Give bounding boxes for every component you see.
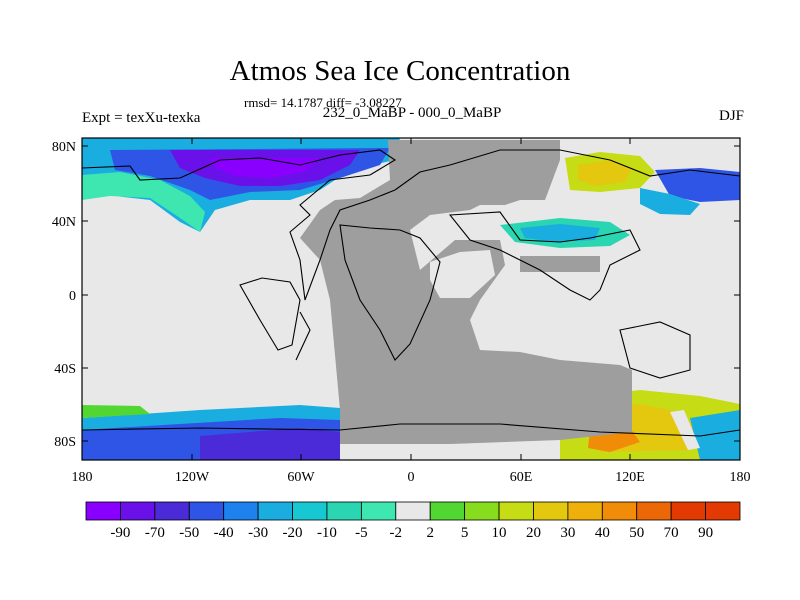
- lon-label-60e: 60E: [510, 470, 533, 485]
- lat-label-80n: 80N: [52, 140, 76, 155]
- lat-label-40s: 40S: [54, 362, 76, 377]
- colorbar-label: 10: [492, 525, 507, 541]
- lon-label-120w: 120W: [175, 470, 210, 485]
- lon-label-60w: 60W: [287, 470, 315, 485]
- colorbar-box: [292, 501, 328, 521]
- experiment-subtitle: 232_0_MaBP - 000_0_MaBP: [322, 105, 502, 121]
- colorbar-box: [533, 501, 569, 521]
- lat-label-equator: 0: [69, 289, 76, 304]
- colorbar-label: 90: [698, 525, 713, 541]
- longitude-labels: 180 120W 60W 0 60E 120E 180: [72, 470, 751, 485]
- southern-ocean-strong: [200, 428, 340, 460]
- colorbar-label: -2: [390, 525, 403, 541]
- lon-label-180e: 180: [730, 470, 751, 485]
- colorbar-label: -90: [110, 525, 130, 541]
- southern-ocean-green-strip: [82, 405, 150, 418]
- colorbar-box: [395, 501, 431, 521]
- colorbar: -90 -70 -50 -40 -30 -20 -10 -5 -2 2 5 10 20 30 40 50 70 9…: [85, 501, 741, 541]
- colorbar-box: [464, 501, 500, 521]
- southern-ocean-east-cyan: [690, 410, 740, 460]
- map-field: [82, 138, 740, 460]
- coastlines: [82, 149, 740, 437]
- arctic-east-cyan: [640, 188, 700, 215]
- lat-label-40n: 40N: [52, 215, 76, 230]
- colorbar-label: -50: [179, 525, 199, 541]
- colorbar-box: [498, 501, 534, 521]
- colorbar-box: [85, 501, 121, 521]
- arctic-edge-strip: [82, 172, 205, 232]
- colorbar-box: [705, 501, 741, 521]
- colorbar-box: [567, 501, 603, 521]
- colorbar-label: -10: [317, 525, 337, 541]
- arctic-max-decrease: [210, 158, 320, 178]
- latitude-labels: 80N 40N 0 40S 80S: [52, 140, 76, 450]
- colorbar-label: 5: [461, 525, 469, 541]
- inland-sea-core: [520, 224, 600, 242]
- colorbar-label: -30: [248, 525, 268, 541]
- colorbar-box: [223, 501, 259, 521]
- map-title: Atmos Sea Ice Concentration: [229, 55, 571, 87]
- colorbar-box: [360, 501, 397, 521]
- arctic-east-decrease: [655, 168, 740, 202]
- colorbar-label: 70: [664, 525, 679, 541]
- colorbar-box: [120, 501, 156, 521]
- colorbar-box: [326, 501, 362, 521]
- colorbar-label: 30: [560, 525, 575, 541]
- axis-ticks: [82, 138, 740, 460]
- lon-label-180w: 180: [72, 470, 93, 485]
- colorbar-box: [257, 501, 293, 521]
- colorbar-box: [154, 501, 190, 521]
- lat-label-80s: 80S: [54, 435, 76, 450]
- colorbar-label: -40: [214, 525, 234, 541]
- colorbar-label: -20: [283, 525, 303, 541]
- season-label: DJF: [718, 108, 744, 124]
- land-patch-small: [520, 256, 600, 272]
- colorbar-label: 2: [426, 525, 434, 541]
- colorbar-label: -5: [355, 525, 368, 541]
- rmsd-diff-stats: rmsd= 14.1787 diff= -3.08227: [244, 95, 402, 110]
- arctic-increase-core: [578, 160, 632, 186]
- colorbar-label: 50: [629, 525, 644, 541]
- colorbar-box: [188, 501, 225, 521]
- colorbar-label: 40: [595, 525, 610, 541]
- experiment-label: Expt = texXu-texka: [82, 110, 201, 126]
- colorbar-box: [636, 501, 672, 521]
- colorbar-label: 20: [526, 525, 541, 541]
- colorbar-box: [670, 501, 706, 521]
- colorbar-box: [601, 501, 638, 521]
- colorbar-label: -70: [145, 525, 165, 541]
- lon-label-120e: 120E: [615, 470, 645, 485]
- southern-ocean-white-gap: [670, 410, 700, 450]
- land-interior-white: [430, 250, 495, 298]
- colorbar-box: [429, 501, 466, 521]
- lon-label-0: 0: [408, 470, 415, 485]
